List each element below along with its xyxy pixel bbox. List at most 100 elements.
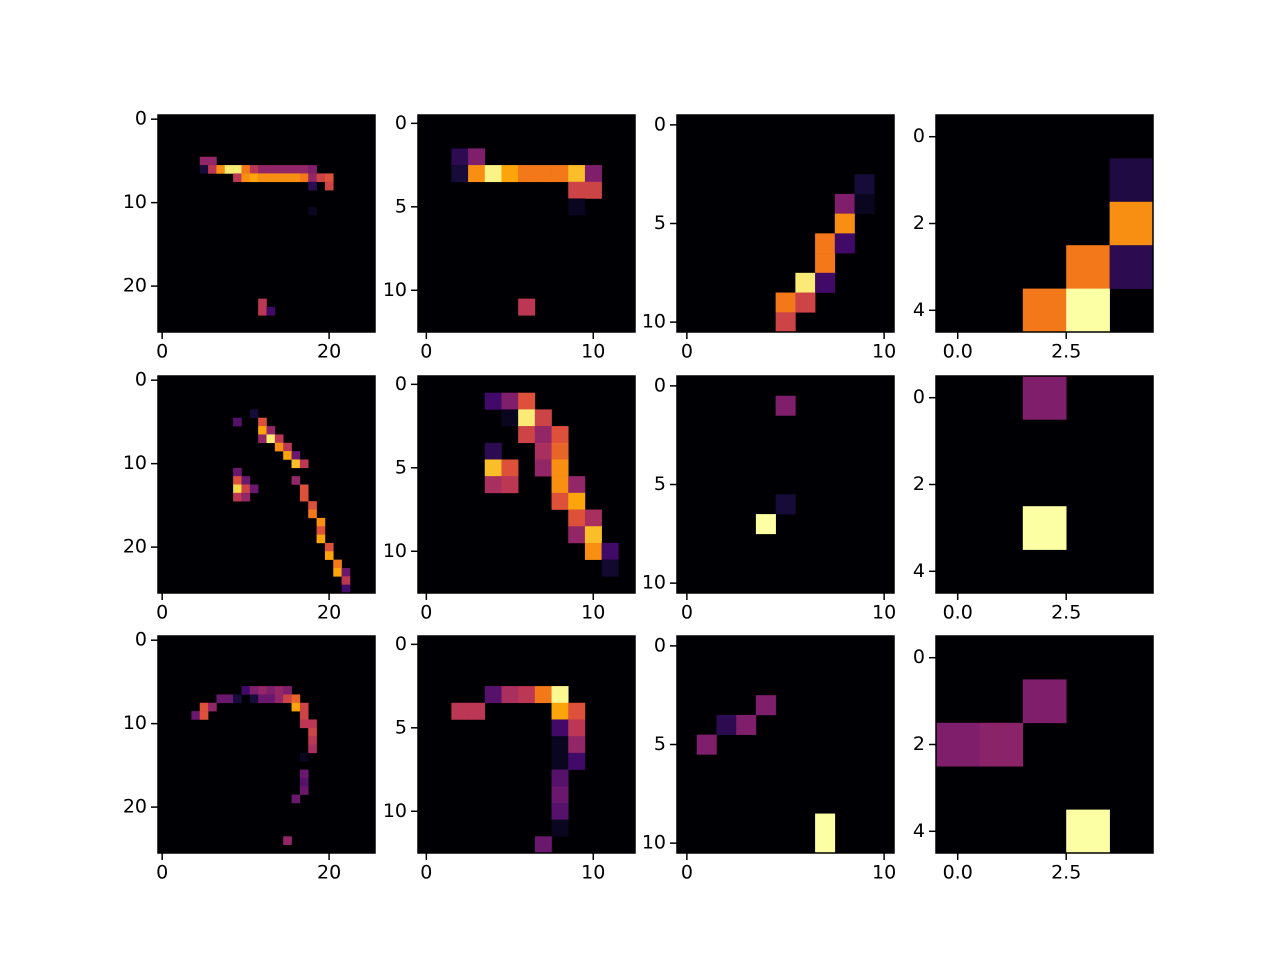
cell <box>249 173 259 183</box>
cell <box>333 559 342 569</box>
cell <box>551 769 569 787</box>
cell <box>584 165 602 183</box>
cell <box>341 576 351 585</box>
y-tick-label: 4 <box>913 560 925 582</box>
cell <box>299 711 309 720</box>
x-tick-label: 0 <box>681 341 693 363</box>
cell <box>568 702 586 720</box>
cell <box>568 198 586 216</box>
cell <box>233 476 242 485</box>
cell <box>258 165 267 174</box>
cell <box>291 702 301 712</box>
cell <box>258 417 267 427</box>
cell <box>775 312 796 333</box>
cell <box>299 484 309 494</box>
cell <box>249 686 259 695</box>
cell <box>299 702 309 712</box>
y-tick-label: 20 <box>123 796 147 818</box>
axes-frame <box>417 635 636 854</box>
cell <box>233 417 242 427</box>
cell <box>308 744 317 754</box>
cell <box>468 165 486 183</box>
cell <box>584 181 602 199</box>
cell <box>834 193 855 214</box>
x-tick-label: 20 <box>317 341 341 363</box>
cell <box>551 802 569 820</box>
cell <box>518 392 536 410</box>
x-tick-label: 0.0 <box>943 862 973 884</box>
y-tick-label: 10 <box>642 572 666 594</box>
cell <box>274 442 284 452</box>
x-tick-label: 20 <box>317 602 341 624</box>
cell <box>775 494 796 515</box>
y-tick-label: 10 <box>383 800 407 822</box>
cell <box>258 426 267 435</box>
x-tick-label: 10 <box>581 341 605 363</box>
cell <box>468 702 486 720</box>
cell <box>291 476 301 485</box>
x-tick-label: 0 <box>156 341 168 363</box>
cell <box>834 233 855 254</box>
cell <box>518 686 536 704</box>
cell <box>299 173 309 183</box>
cell <box>551 786 569 804</box>
y-tick-label: 0 <box>654 634 666 656</box>
cell <box>299 165 309 174</box>
cell <box>775 292 796 313</box>
cell <box>324 542 334 552</box>
subplot: 0 10 0 5 10 <box>642 113 896 362</box>
cell <box>568 526 586 544</box>
cell <box>716 714 737 735</box>
cell <box>1066 809 1110 854</box>
cell <box>551 459 569 477</box>
cell <box>199 711 209 720</box>
cell <box>1022 679 1067 724</box>
cell <box>308 719 317 729</box>
image-background <box>158 636 375 853</box>
cell <box>291 694 301 704</box>
cell <box>534 165 552 183</box>
cell <box>501 476 519 494</box>
subplot: 0.0 2.5 0 2 4 <box>913 635 1154 884</box>
cell <box>308 173 317 183</box>
cell <box>551 442 569 460</box>
y-tick-label: 5 <box>654 212 666 234</box>
cell <box>551 165 569 183</box>
axes-frame <box>417 114 636 333</box>
cell <box>258 306 267 316</box>
y-tick-label: 0 <box>654 374 666 396</box>
cell <box>518 298 536 316</box>
y-tick-label: 4 <box>913 299 925 321</box>
cell <box>451 148 469 166</box>
cell <box>775 395 796 416</box>
cell <box>316 526 326 535</box>
subplot: 0 20 0 10 20 <box>123 629 376 884</box>
cell <box>534 409 552 427</box>
cell <box>299 752 309 762</box>
y-tick-label: 0 <box>135 108 147 130</box>
y-tick-label: 2 <box>913 473 925 495</box>
cell <box>501 409 519 427</box>
cell <box>584 526 602 544</box>
cell <box>568 476 586 494</box>
cell <box>241 476 251 485</box>
cell <box>534 426 552 444</box>
y-tick-label: 2 <box>913 733 925 755</box>
cell <box>291 459 301 469</box>
y-tick-label: 0 <box>913 386 925 408</box>
cell <box>266 434 276 444</box>
cell <box>795 292 816 313</box>
cell <box>815 233 836 254</box>
cell <box>266 686 276 695</box>
cell <box>1022 376 1067 420</box>
cell <box>501 392 519 410</box>
x-tick-label: 0 <box>681 862 693 884</box>
x-tick-label: 2.5 <box>1051 341 1081 363</box>
cell <box>274 173 284 183</box>
cell <box>534 442 552 460</box>
cell <box>274 434 284 444</box>
cell <box>568 736 586 754</box>
cell <box>568 509 586 527</box>
subplot: 0 10 0 5 10 <box>383 112 636 363</box>
cell <box>208 165 217 174</box>
